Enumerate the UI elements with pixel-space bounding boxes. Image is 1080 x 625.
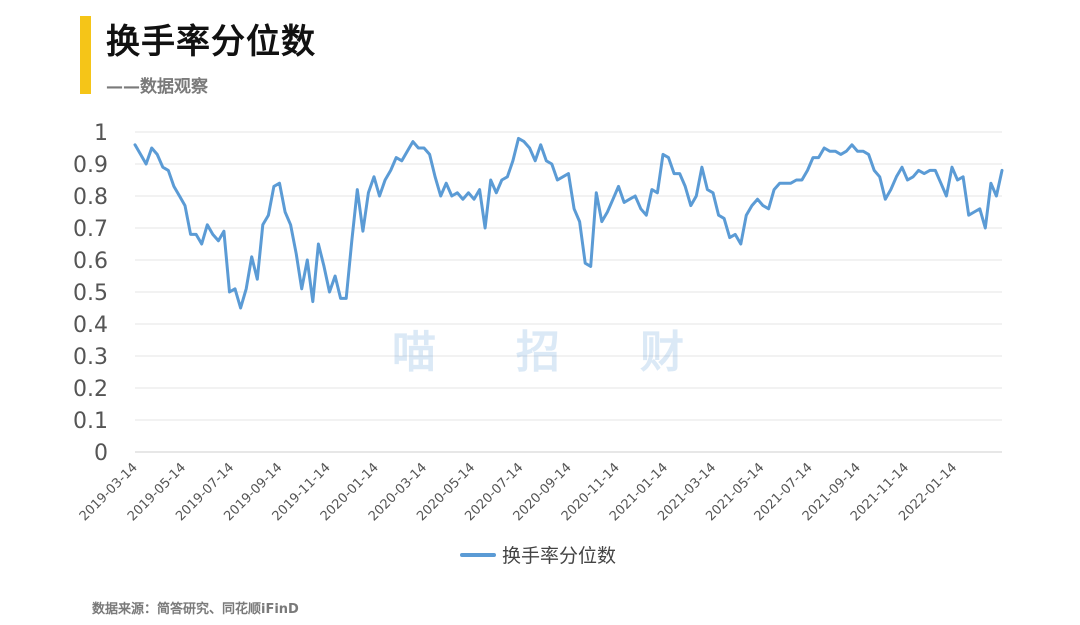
y-tick-label: 0.3 xyxy=(73,345,108,370)
y-tick-label: 0.1 xyxy=(73,409,108,434)
y-tick-label: 0.9 xyxy=(73,153,108,178)
watermark-char: 招 xyxy=(516,327,560,378)
chart-series xyxy=(133,136,1004,310)
y-tick-label: 1 xyxy=(94,121,108,146)
legend-swatch xyxy=(460,552,496,557)
y-tick-label: 0.4 xyxy=(73,313,108,338)
y-tick-label: 0.5 xyxy=(73,281,108,306)
page-subtitle: ——数据观察 xyxy=(106,77,208,97)
title-accent-bar xyxy=(80,16,91,94)
y-tick-label: 0.7 xyxy=(73,217,108,242)
chart-legend: 换手率分位数 xyxy=(460,541,616,568)
chart-grid xyxy=(135,131,1002,453)
y-axis-ticks: 0 0.1 0.2 0.3 0.4 0.5 0.6 0.7 0.8 0.9 1 xyxy=(73,121,108,466)
watermark-char: 财 xyxy=(640,327,684,378)
legend-label: 换手率分位数 xyxy=(502,545,617,567)
data-source-note: 数据来源：简答研究、同花顺iFinD xyxy=(92,602,299,617)
y-tick-label: 0.2 xyxy=(73,377,108,402)
x-axis-ticks: 2019-03-142019-05-142019-07-142019-09-14… xyxy=(77,460,960,524)
y-tick-label: 0 xyxy=(94,441,108,466)
y-tick-label: 0.6 xyxy=(73,249,108,274)
page-title: 换手率分位数 xyxy=(106,22,316,62)
watermark-char: 喵 xyxy=(392,327,436,378)
watermark: 喵招财 xyxy=(392,316,764,380)
y-tick-label: 0.8 xyxy=(73,185,108,210)
